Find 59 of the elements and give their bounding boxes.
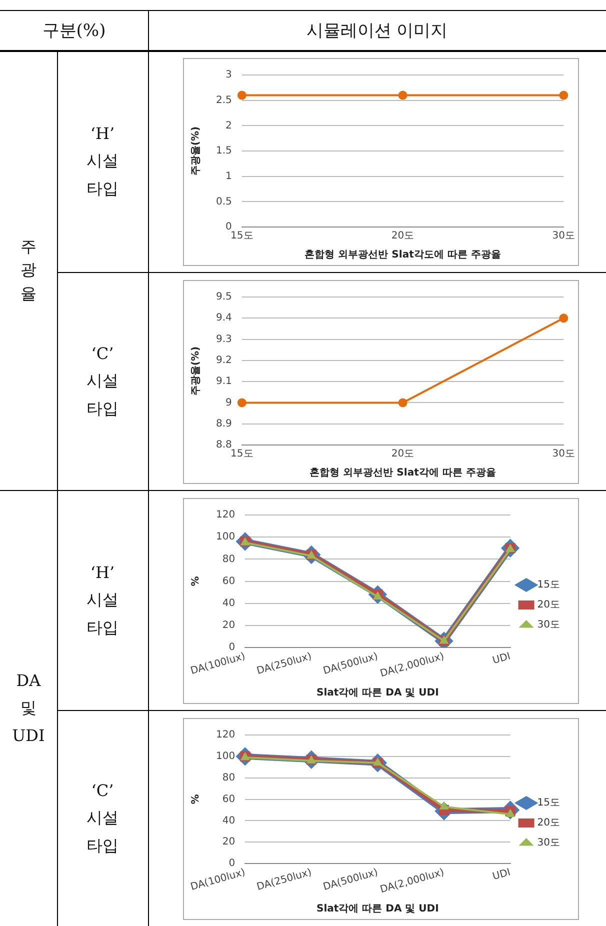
y-tick-label: 9.5 bbox=[216, 292, 232, 303]
y-tick-label: 80 bbox=[222, 554, 236, 565]
legend-label: 20도 bbox=[537, 600, 560, 611]
y-tick-label: 1.5 bbox=[216, 146, 232, 157]
text: ‘C’ 시설 타입 bbox=[85, 343, 120, 420]
text: 구분(%) bbox=[42, 20, 106, 42]
text: ‘H’ 시설 타입 bbox=[85, 123, 120, 200]
x-tick-label: 15도 bbox=[230, 230, 254, 242]
x-tick-label: UDI bbox=[492, 867, 512, 883]
legend-label: 20도 bbox=[537, 818, 560, 829]
text: ‘C’ 시설 타입 bbox=[85, 780, 120, 857]
y-tick-label: 100 bbox=[216, 751, 236, 762]
y-axis-title: 주광율(%) bbox=[190, 346, 202, 396]
y-axis-title: % bbox=[190, 794, 202, 804]
y-tick-label: 9 bbox=[226, 397, 232, 408]
x-axis-title: Slat각에 따른 DA 및 UDI bbox=[316, 904, 439, 915]
y-tick-label: 60 bbox=[222, 576, 236, 587]
legend-label: 15도 bbox=[537, 580, 560, 591]
legend-label: 15도 bbox=[537, 798, 560, 809]
x-axis-title: 혼합형 외부광선반 Slat각에 따른 주광율 bbox=[310, 468, 496, 479]
x-tick-label: 30도 bbox=[552, 230, 576, 242]
legend-label: 30도 bbox=[537, 838, 560, 849]
y-tick-label: 20 bbox=[222, 620, 236, 632]
y-tick-label: 9.4 bbox=[216, 312, 232, 324]
y-tick-label: 40 bbox=[222, 598, 236, 609]
text: 시뮬레이션 이미지 bbox=[306, 20, 448, 42]
y-axis-title: 주광율(%) bbox=[190, 126, 202, 176]
legend-label: 30도 bbox=[537, 620, 560, 631]
x-tick-label: 30도 bbox=[552, 448, 576, 460]
text: DA 및 UDI bbox=[11, 670, 46, 747]
y-tick-label: 40 bbox=[222, 815, 236, 826]
y-tick-label: 0 bbox=[228, 858, 236, 870]
y-tick-label: 80 bbox=[222, 772, 236, 784]
text: 주광율 bbox=[20, 236, 38, 305]
y-tick-label: 120 bbox=[216, 730, 236, 741]
y-tick-label: 1 bbox=[226, 170, 232, 182]
y-tick-label: 8.9 bbox=[216, 418, 232, 430]
y-tick-label: 0 bbox=[226, 222, 232, 233]
y-tick-label: 2 bbox=[226, 120, 232, 132]
y-tick-label: 60 bbox=[222, 794, 236, 805]
y-tick-label: 120 bbox=[216, 510, 236, 521]
y-tick-label: 2.5 bbox=[216, 94, 232, 106]
x-axis-title: 혼합형 외부광선반 Slat각도에 따른 주광율 bbox=[304, 250, 501, 261]
y-tick-label: 9.3 bbox=[216, 334, 232, 345]
y-tick-label: 3 bbox=[226, 70, 232, 81]
y-tick-label: 9.2 bbox=[216, 355, 232, 366]
y-tick-label: 100 bbox=[216, 532, 236, 543]
y-tick-label: 0 bbox=[228, 642, 236, 654]
y-axis-title: % bbox=[190, 576, 202, 586]
y-tick-label: 0.5 bbox=[216, 196, 232, 208]
y-tick-label: 8.8 bbox=[216, 440, 232, 451]
x-tick-label: 15도 bbox=[230, 448, 254, 460]
y-tick-label: 9.1 bbox=[216, 376, 232, 388]
text: ‘H’ 시설 타입 bbox=[85, 562, 120, 639]
x-axis-title: Slat각에 따른 DA 및 UDI bbox=[316, 688, 439, 699]
x-tick-label: UDI bbox=[492, 651, 512, 667]
y-tick-label: 20 bbox=[222, 836, 236, 848]
x-tick-label: 20도 bbox=[391, 230, 414, 242]
x-tick-label: 20도 bbox=[391, 448, 414, 460]
